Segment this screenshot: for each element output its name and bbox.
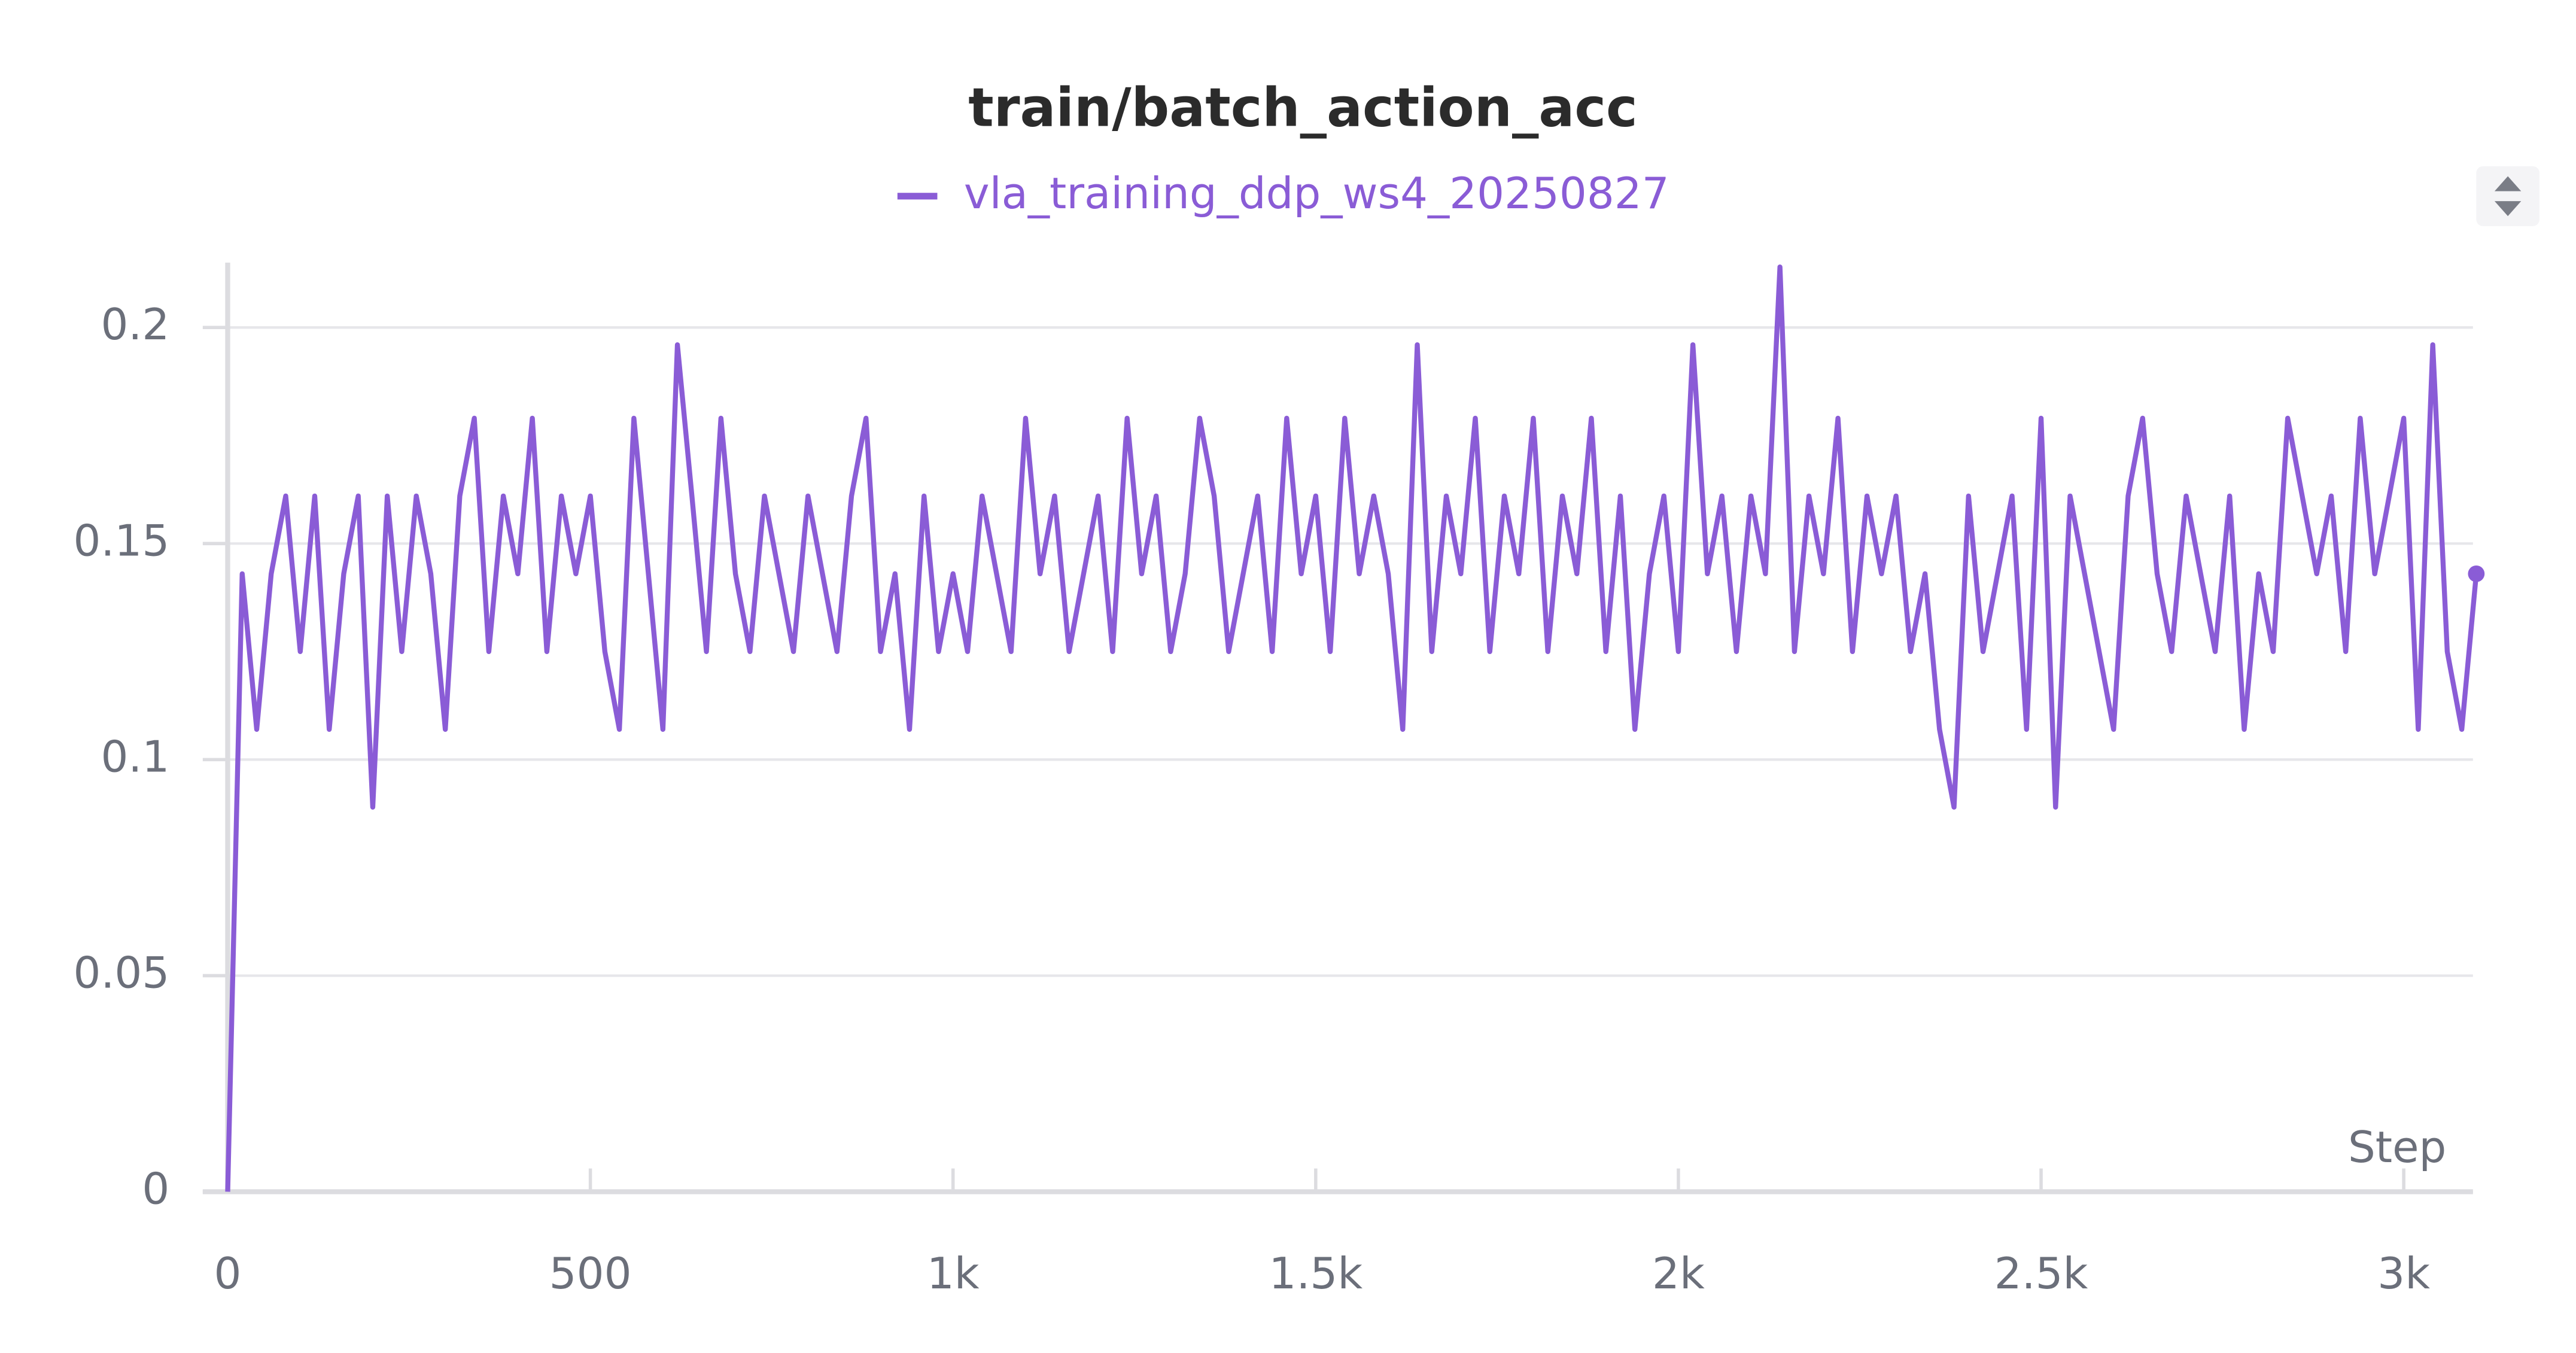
x-tick-label: 3k [2377, 1249, 2430, 1299]
x-tick-label: 2k [1652, 1249, 1705, 1299]
sort-icon[interactable] [2476, 166, 2539, 226]
x-tick-label: 1k [927, 1249, 980, 1299]
x-tick-label: 2.5k [1994, 1249, 2088, 1299]
sort-up [2494, 176, 2522, 191]
y-tick-label: 0.15 [74, 516, 170, 566]
x-axis-label: Step [2348, 1123, 2446, 1173]
chart-title: train/batch_action_acc [968, 77, 1637, 139]
series-line [225, 264, 2479, 1192]
y-tick-label: 0.05 [74, 948, 170, 998]
y-tick-label: 0 [142, 1165, 169, 1215]
legend-label: vla_training_ddp_ws4_20250827 [964, 169, 1669, 219]
y-tick-label: 0.1 [101, 732, 169, 782]
y-tick-label: 0.2 [101, 300, 169, 350]
sort-button[interactable] [2476, 166, 2539, 226]
x-tick-label: 0 [214, 1249, 242, 1299]
x-tick-label: 500 [549, 1249, 632, 1299]
end-point [2468, 565, 2485, 582]
sort-down [2494, 201, 2522, 217]
x-tick-label: 1.5k [1269, 1249, 1363, 1299]
